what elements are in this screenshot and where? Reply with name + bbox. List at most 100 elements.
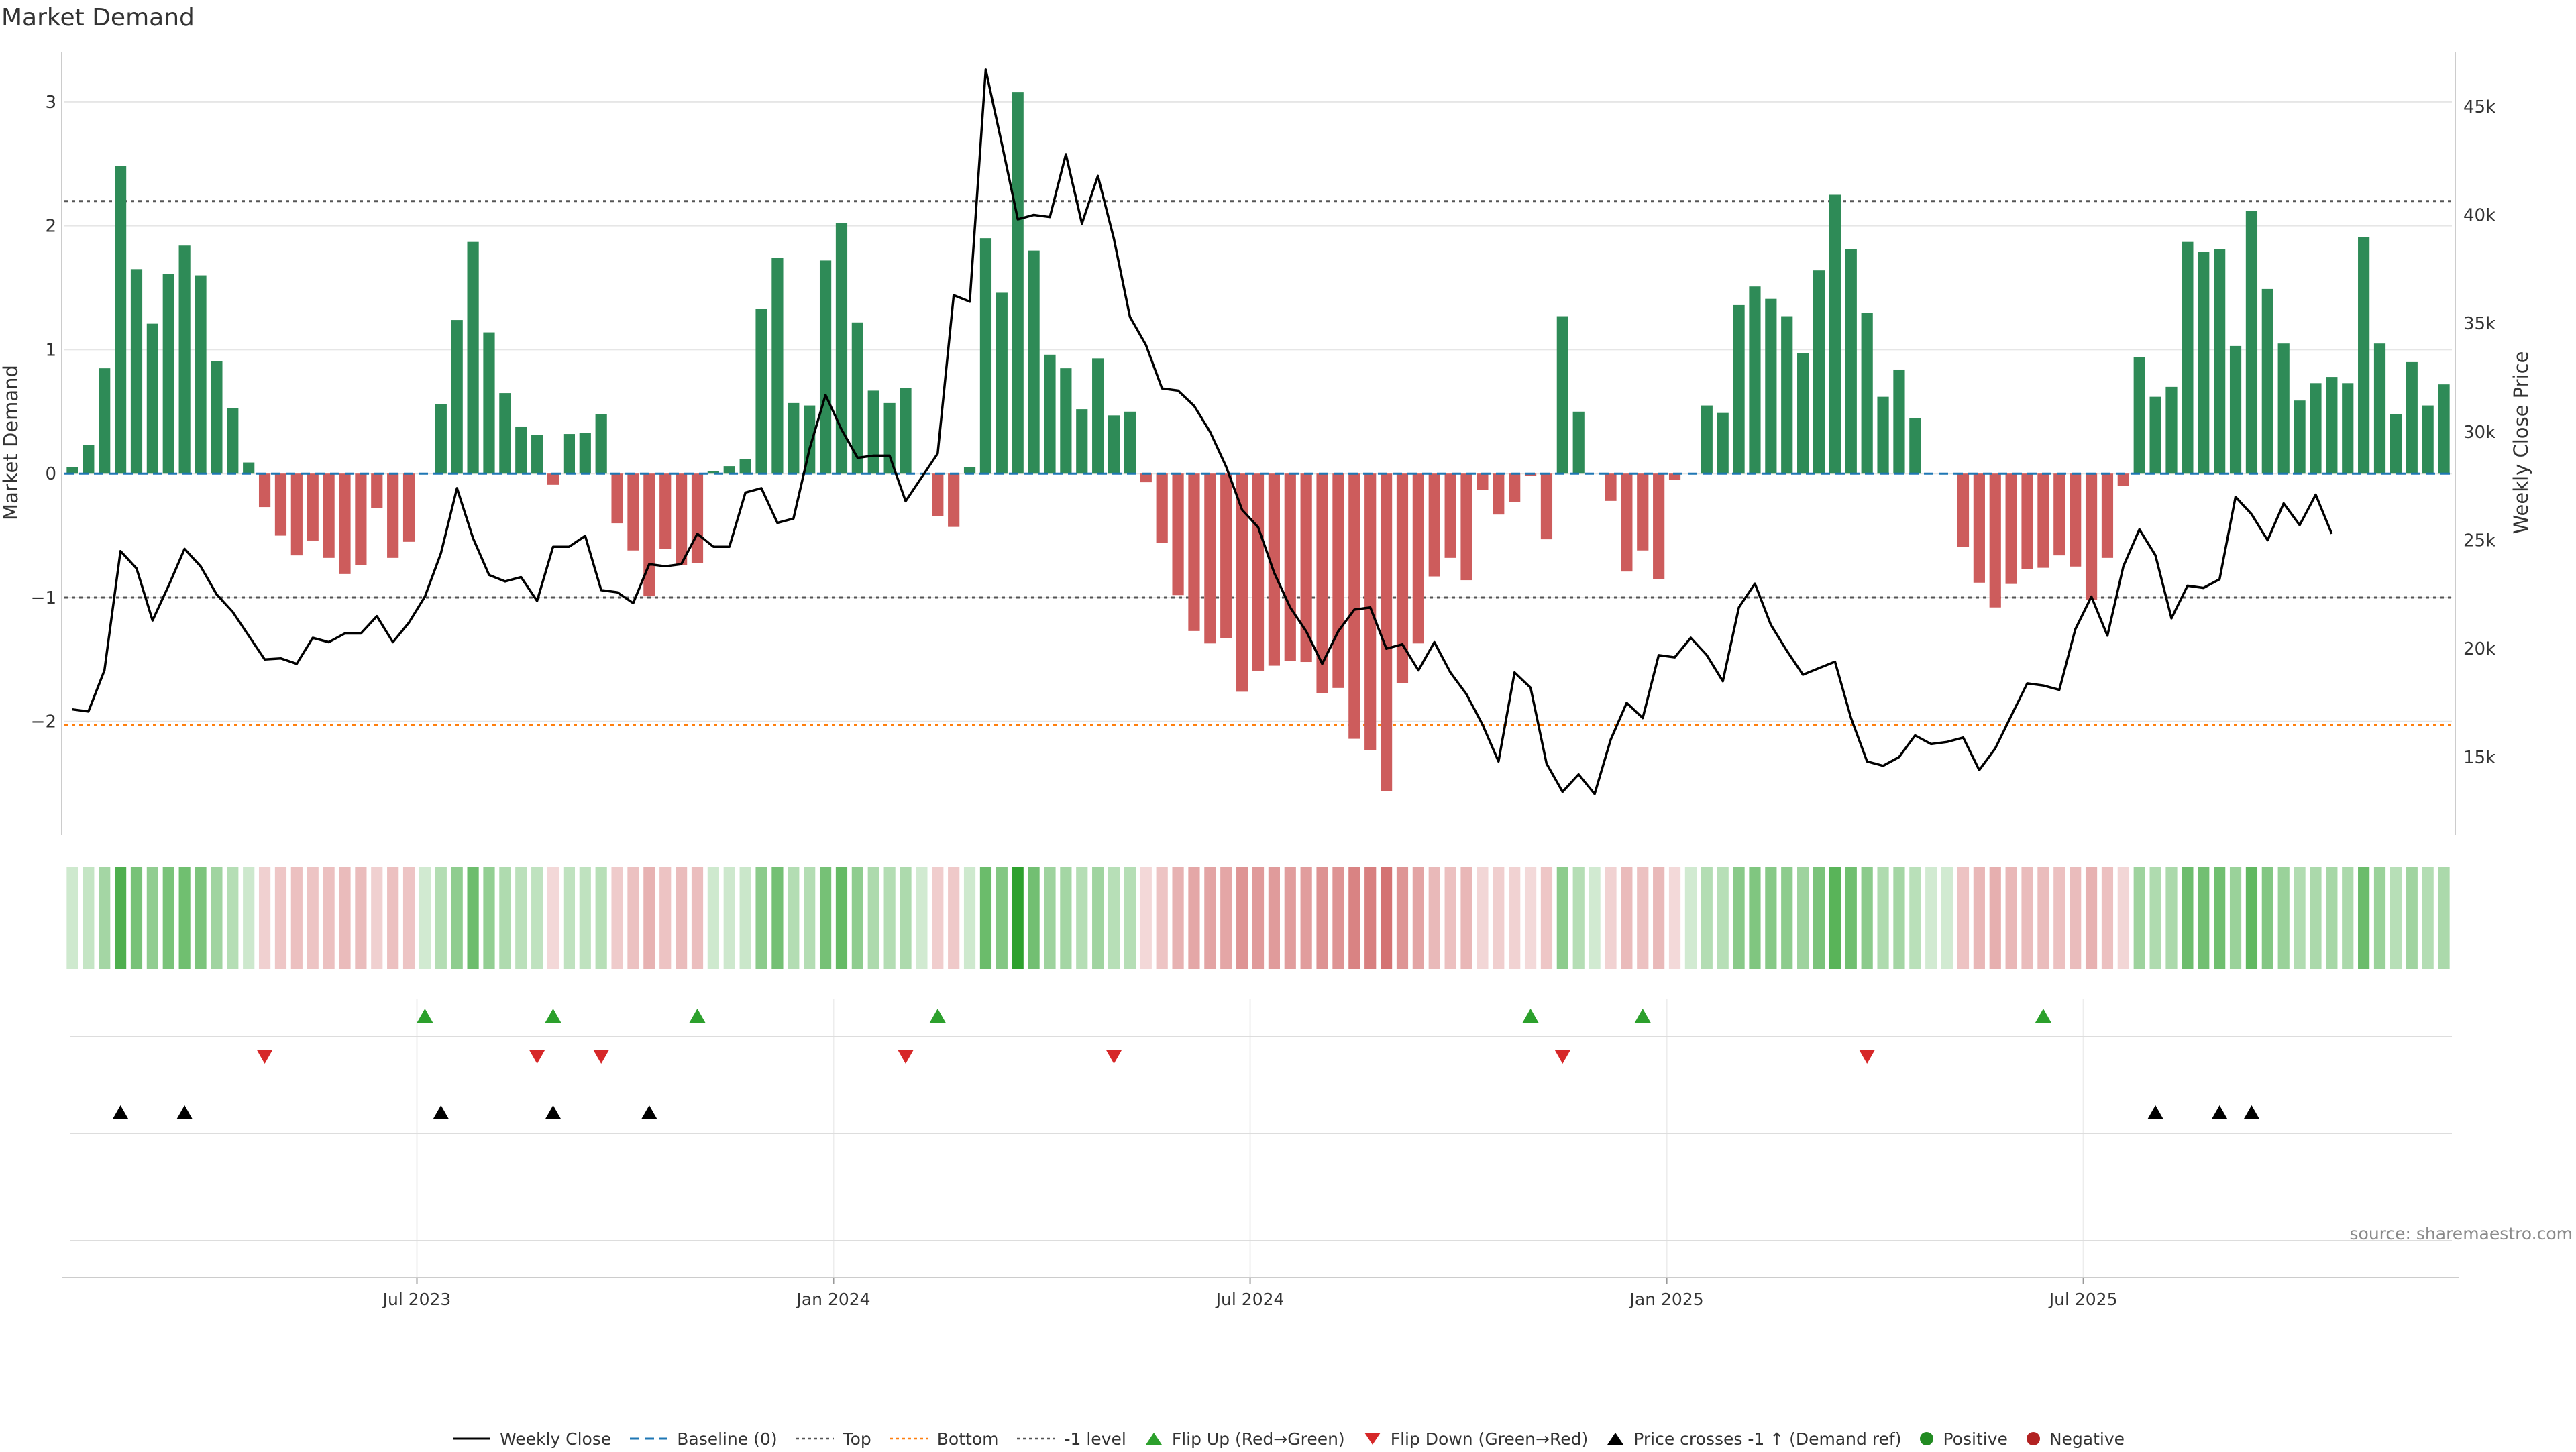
demand-bar [1797, 353, 1809, 474]
heat-strip-cell [1236, 867, 1248, 969]
demand-bar [563, 434, 576, 474]
heat-strip-cell [996, 867, 1008, 969]
demand-bar [2182, 241, 2194, 474]
weekly-close-line [72, 68, 2333, 795]
demand-bar [1781, 316, 1793, 474]
bottom-swatch [890, 1437, 928, 1440]
demand-bar [659, 473, 672, 549]
heat-strip-cell [483, 867, 495, 969]
demand-bar [900, 388, 912, 474]
price-cross-marker [2147, 1105, 2164, 1119]
legend-item-top: Top [795, 1429, 871, 1449]
demand-bar [402, 473, 415, 542]
heat-strip-cell [2214, 867, 2226, 969]
heat-strip-cell [1749, 867, 1761, 969]
demand-bar [979, 238, 992, 474]
demand-bar [1813, 270, 1825, 474]
demand-bar [1909, 418, 1921, 474]
heat-strip-cell [1509, 867, 1521, 969]
demand-bar [2294, 400, 2306, 474]
demand-bar [1300, 473, 1312, 663]
demand-bar [1204, 473, 1216, 644]
legend-label-top: Top [843, 1429, 871, 1449]
demand-bar [2165, 386, 2178, 474]
heat-strip-cell [819, 867, 832, 969]
heat-strip-cell [867, 867, 879, 969]
y-tick-label: 3 [45, 93, 56, 113]
demand-bar [771, 258, 784, 474]
heat-strip-cell [115, 867, 127, 969]
heat-strip-cell [2165, 867, 2178, 969]
cross-triangle-icon [1607, 1433, 1624, 1445]
heat-strip-cell [515, 867, 527, 969]
demand-bar [162, 274, 174, 474]
heat-strip-cell [1621, 867, 1633, 969]
demand-bar [227, 408, 239, 474]
legend-label-bottom: Bottom [936, 1429, 999, 1449]
price-cross-marker [2243, 1105, 2260, 1119]
heat-strip-cell [2198, 867, 2210, 969]
demand-bar [274, 473, 287, 536]
heat-strip-cell [627, 867, 639, 969]
flip-up-marker [545, 1009, 561, 1023]
heat-strip-cell [979, 867, 992, 969]
demand-bar [1861, 313, 1873, 474]
demand-bar [435, 404, 447, 474]
heat-strip-cell [771, 867, 784, 969]
demand-bar [2277, 343, 2290, 474]
demand-bar [1348, 473, 1360, 739]
demand-bar [1717, 412, 1729, 474]
x-tick-label: Jan 2024 [795, 1290, 870, 1309]
heat-strip-cell [1877, 867, 1889, 969]
heat-strip-cell [1172, 867, 1184, 969]
demand-bar [1220, 473, 1232, 638]
legend-label-minus-one: -1 level [1064, 1429, 1126, 1449]
demand-bar [611, 473, 623, 524]
weekly-close-swatch [452, 1437, 490, 1440]
heat-strip-cell [1284, 867, 1296, 969]
price-cross-marker [112, 1105, 129, 1119]
demand-bar [1989, 473, 2001, 608]
heat-strip-cell [1540, 867, 1553, 969]
heat-strip-cell [1060, 867, 1072, 969]
demand-bar [723, 466, 735, 474]
demand-bar [1765, 298, 1777, 474]
y2-tick-label: 30k [2463, 423, 2496, 443]
demand-bar [1524, 473, 1537, 476]
heat-strip-cell [2037, 867, 2049, 969]
heat-strip-cell [1861, 867, 1873, 969]
legend-label-negative: Negative [2049, 1429, 2125, 1449]
x-tick-label: Jul 2023 [382, 1290, 451, 1309]
heat-strip-cell [2245, 867, 2258, 969]
heat-strip-cell [323, 867, 335, 969]
demand-bar [2101, 473, 2114, 558]
demand-bar [819, 260, 832, 474]
flip-up-marker [689, 1009, 706, 1023]
heat-strip-cell [1717, 867, 1729, 969]
heat-strip-cell [2422, 867, 2434, 969]
heat-strip-cell [1300, 867, 1312, 969]
heat-strip-cell [1108, 867, 1120, 969]
demand-bar [1444, 473, 1456, 558]
demand-bar [1605, 473, 1617, 501]
demand-bar [1252, 473, 1265, 671]
heat-strip-cell [211, 867, 223, 969]
legend-label-flip-up: Flip Up (Red→Green) [1171, 1429, 1345, 1449]
legend-item-flip-up: Flip Up (Red→Green) [1144, 1429, 1345, 1449]
heat-strip-cell [83, 867, 95, 969]
flip-up-marker [2035, 1009, 2051, 1023]
heat-strip-cell [1412, 867, 1424, 969]
demand-bar [258, 473, 271, 508]
heat-strip-cell [1092, 867, 1104, 969]
demand-bar [2117, 473, 2129, 486]
heat-strip-cell [739, 867, 751, 969]
heat-strip-cell [402, 867, 415, 969]
heat-strip-cell [883, 867, 896, 969]
heat-strip-cell [387, 867, 399, 969]
heat-strip-cell [451, 867, 463, 969]
heat-strip-cell [963, 867, 976, 969]
demand-bar [1621, 473, 1633, 572]
heat-strip-cell [1765, 867, 1777, 969]
demand-bar [691, 473, 704, 563]
heat-strip-cell [1797, 867, 1809, 969]
